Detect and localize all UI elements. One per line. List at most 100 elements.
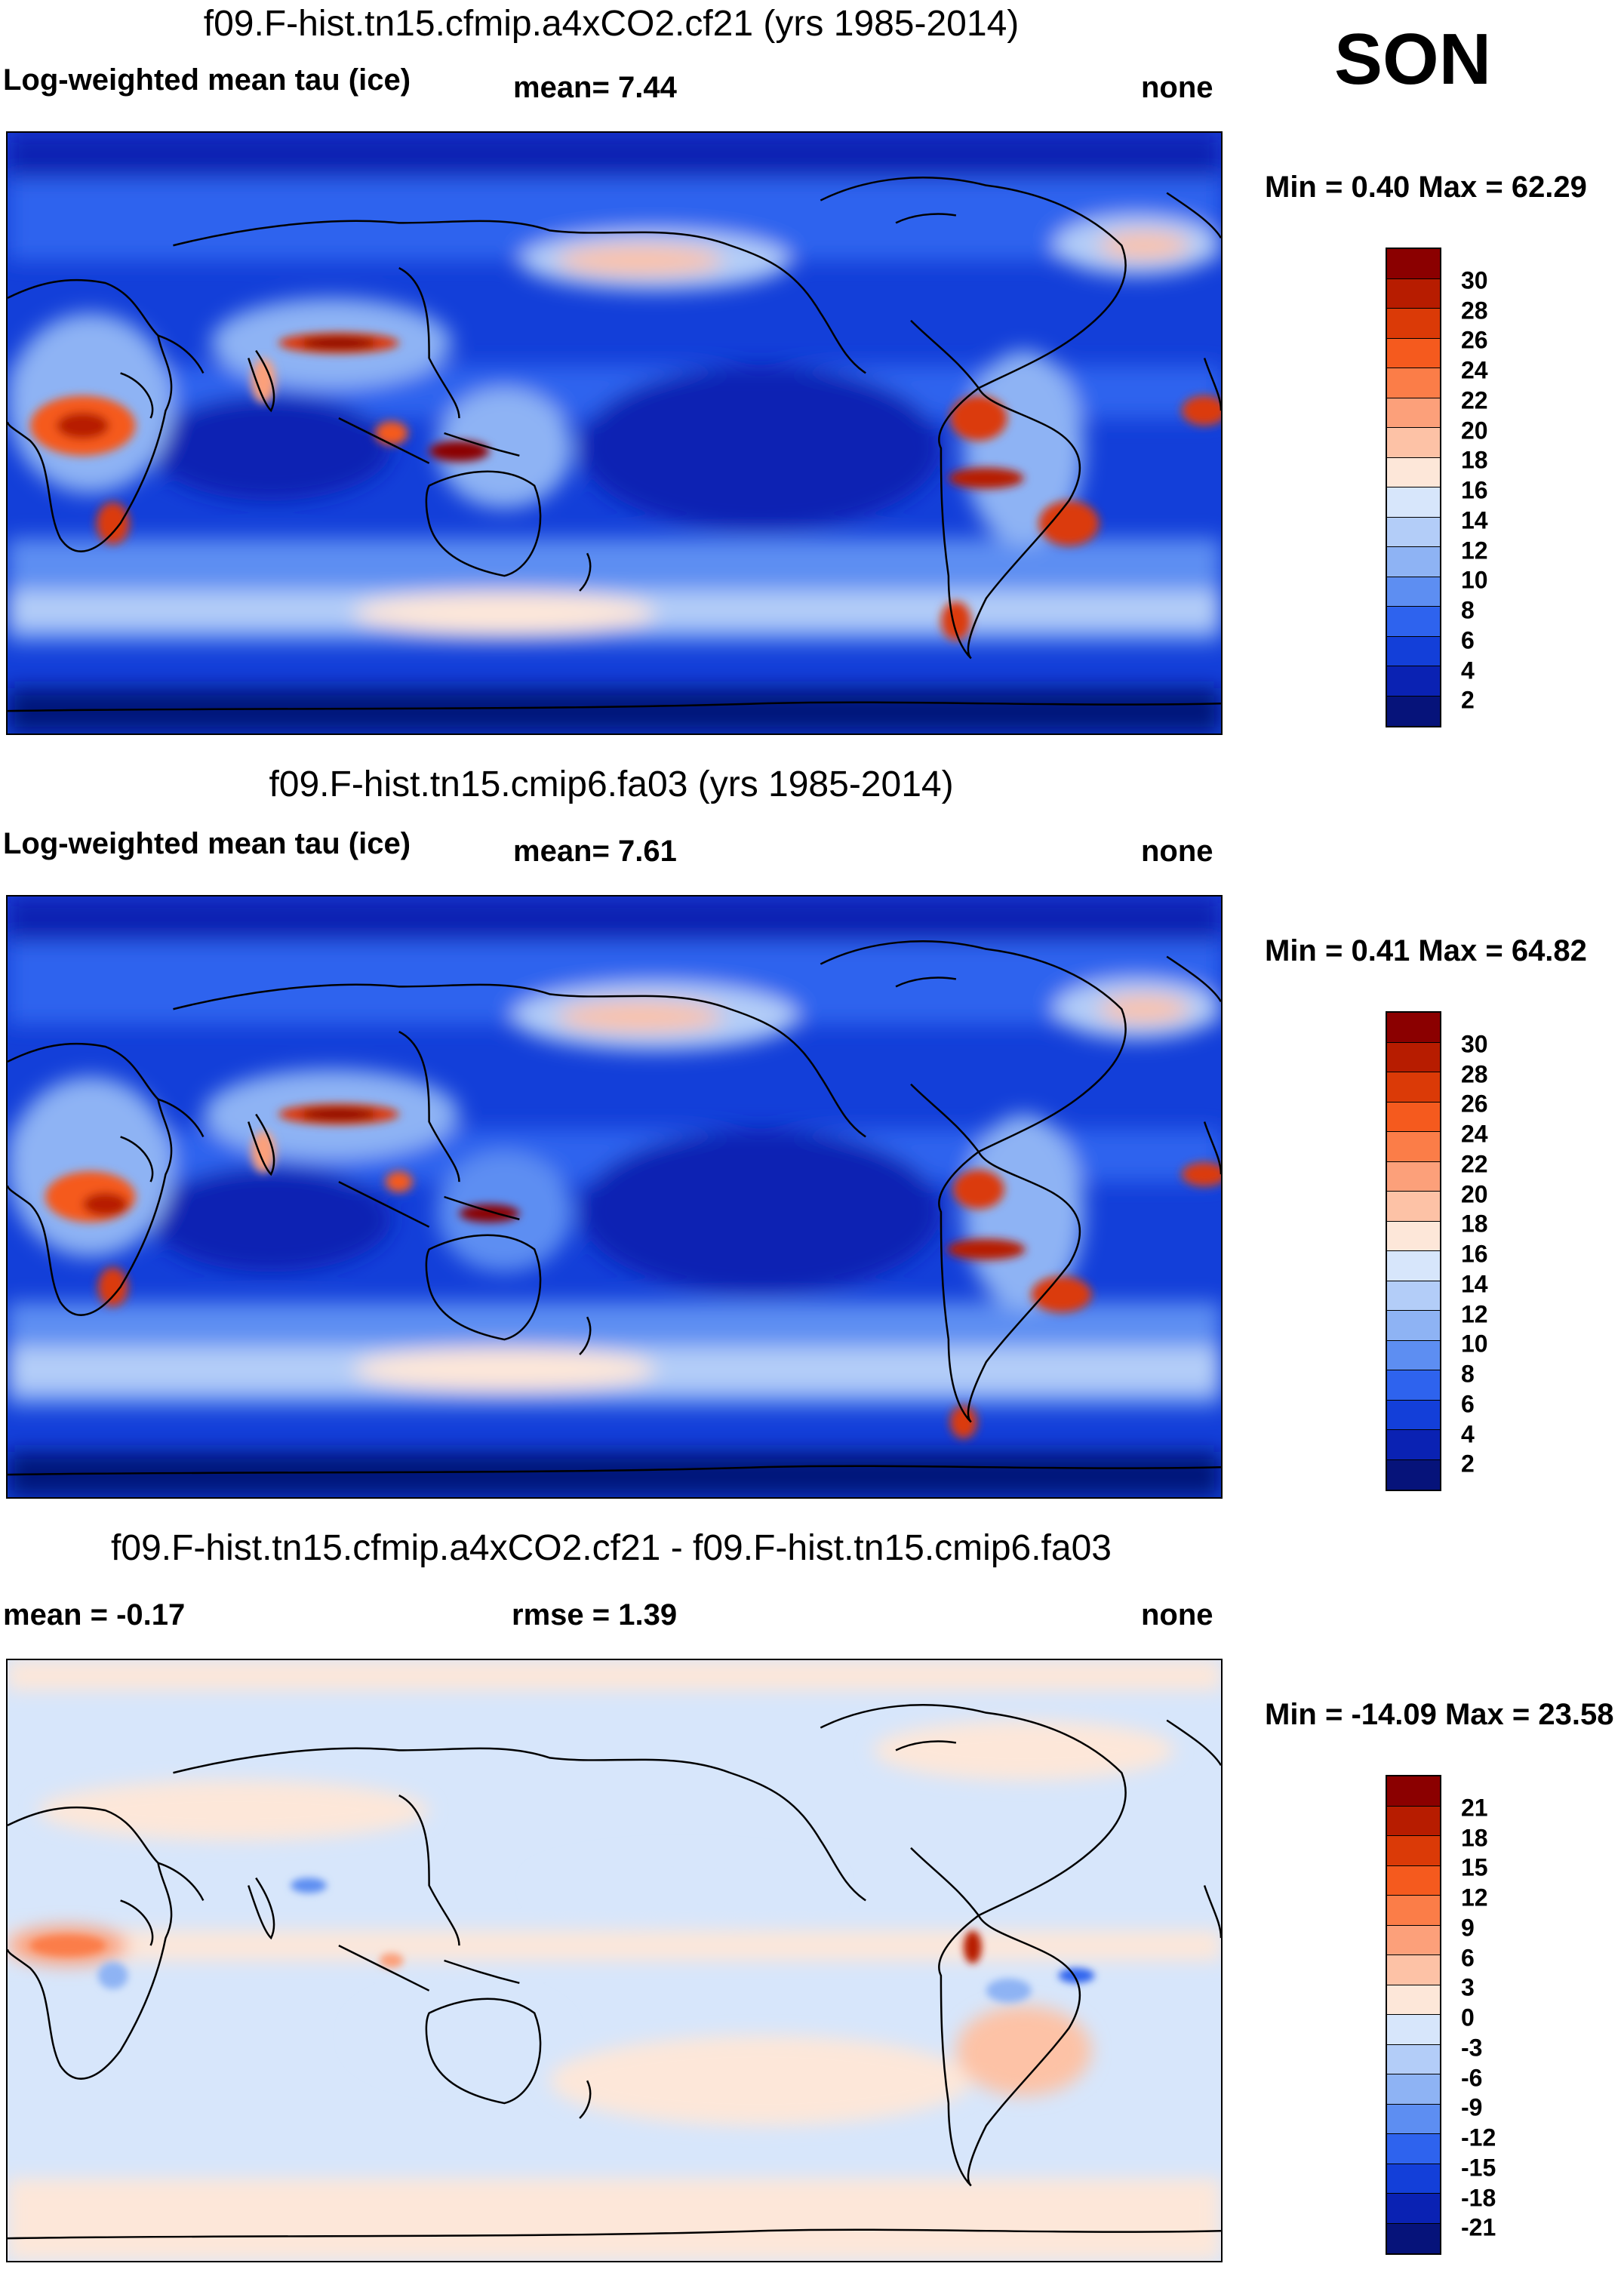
colorbar-segment [1387,636,1440,666]
season-label: SON [1334,19,1492,100]
colorbar-tick-label: 12 [1461,537,1488,564]
colorbar-tick-label: 9 [1461,1914,1475,1942]
colorbar-tick-label: 22 [1461,386,1488,414]
colorbar-segment [1387,2044,1440,2074]
colorbar-segment [1387,1836,1440,1866]
colorbar-tick-label: 16 [1461,1240,1488,1268]
colorbar-segment [1387,577,1440,607]
colorbar-tick-label: 2 [1461,686,1475,714]
units-label: none [1141,71,1213,104]
panel-title: f09.F-hist.tn15.cfmip.a4xCO2.cf21 - f09.… [111,1528,1112,1568]
colorbar-tick-label: 4 [1461,657,1475,684]
colorbar [1386,248,1441,727]
colorbar-tick-label: 30 [1461,1030,1488,1058]
field-hotspots [29,332,1221,641]
colorbar-tick-label: -15 [1461,2154,1496,2182]
colorbar-tick-label: 12 [1461,1300,1488,1327]
colorbar-segment [1387,1806,1440,1836]
colorbar-tick-label: 28 [1461,297,1488,324]
colorbar-tick-label: 8 [1461,1360,1475,1388]
colorbar-segment [1387,547,1440,577]
colorbar-segment [1387,428,1440,458]
colorbar-tick-label: -18 [1461,2184,1496,2211]
colorbar-tick-label: 3 [1461,1973,1475,2001]
colorbar [1386,1011,1441,1491]
colorbar-tick-label: -3 [1461,2034,1483,2062]
colorbar-segment [1387,2223,1440,2253]
mean-value: mean= 7.61 [513,835,677,868]
colorbar-tick-label: 24 [1461,356,1488,384]
colorbar-tick-label: 14 [1461,1270,1488,1298]
colorbar-segment [1387,1311,1440,1341]
colorbar-segment [1387,1400,1440,1430]
colorbar-segment [1387,2104,1440,2134]
field-bands [8,1660,1221,2261]
colorbar-segment [1387,1955,1440,1985]
colorbar-segment [1387,487,1440,518]
colorbar-tick-label: 10 [1461,1330,1488,1358]
colorbar-tick-label: 6 [1461,1944,1475,1971]
colorbar-segment [1387,368,1440,398]
colorbar-segment [1387,1132,1440,1162]
colorbar [1386,1775,1441,2255]
colorbar-segment [1387,1251,1440,1281]
colorbar-segment [1387,1865,1440,1896]
colorbar-segment [1387,1776,1440,1807]
colorbar-tick-label: 6 [1461,626,1475,654]
colorbar-segment [1387,1042,1440,1072]
colorbar-tick-label: -12 [1461,2124,1496,2151]
colorbar-segment [1387,309,1440,339]
colorbar-tick-label: 4 [1461,1420,1475,1447]
colorbar-segment [1387,1985,1440,2015]
colorbar-segment [1387,338,1440,368]
colorbar-tick-label: 6 [1461,1390,1475,1418]
colorbar-tick-label: 20 [1461,417,1488,444]
colorbar-segment [1387,249,1440,279]
colorbar-tick-label: 10 [1461,566,1488,594]
world-map [6,131,1223,735]
colorbar-segment [1387,1340,1440,1370]
colorbar-tick-label: 14 [1461,506,1488,534]
world-map [6,1659,1223,2262]
colorbar-tick-label: 18 [1461,1210,1488,1238]
field-hotspots [45,1103,1221,1439]
panel-title: f09.F-hist.tn15.cmip6.fa03 (yrs 1985-201… [269,764,954,804]
panel-model-cmip6: f09.F-hist.tn15.cmip6.fa03 (yrs 1985-201… [0,764,1624,1518]
panel-model-a4xco2: f09.F-hist.tn15.cfmip.a4xCO2.cf21 (yrs 1… [0,0,1624,755]
colorbar-segment [1387,2015,1440,2045]
panel-difference: f09.F-hist.tn15.cfmip.a4xCO2.cf21 - f09.… [0,1527,1624,2282]
colorbar-segment [1387,1896,1440,1926]
variable-label: Log-weighted mean tau (ice) [3,827,411,860]
map-field [8,1660,1221,2261]
colorbar-segment [1387,1370,1440,1401]
mean-value: mean = -0.17 [3,1598,186,1632]
colorbar-segment [1387,1192,1440,1222]
colorbar-tick-label: 21 [1461,1794,1488,1822]
colorbar-tick-label: 16 [1461,476,1488,504]
colorbar-segment [1387,2134,1440,2164]
colorbar-tick-label: 26 [1461,1090,1488,1118]
colorbar-tick-label: 18 [1461,446,1488,474]
colorbar-tick-label: -9 [1461,2093,1483,2121]
colorbar-segment [1387,1221,1440,1251]
colorbar-segment [1387,457,1440,487]
colorbar-tick-label: -6 [1461,2064,1483,2091]
colorbar-tick-label: 0 [1461,2004,1475,2031]
coastlines [8,177,1221,712]
mean-value: mean= 7.44 [513,71,677,104]
variable-label: Log-weighted mean tau (ice) [3,63,411,97]
colorbar-segment [1387,398,1440,428]
colorbar-segment [1387,1102,1440,1132]
field-bands [8,896,1221,1497]
colorbar-tick-label: 2 [1461,1450,1475,1478]
map-field [8,896,1221,1497]
colorbar-segment [1387,1281,1440,1311]
colorbar-segment [1387,1013,1440,1043]
colorbar-tick-label: 30 [1461,266,1488,294]
colorbar-segment [1387,2074,1440,2105]
field-bands [8,133,1221,734]
colorbar-tick-label: 18 [1461,1824,1488,1851]
colorbar-segment [1387,278,1440,309]
colorbar-segment [1387,2194,1440,2224]
min-max-label: Min = 0.40 Max = 62.29 [1265,171,1587,204]
